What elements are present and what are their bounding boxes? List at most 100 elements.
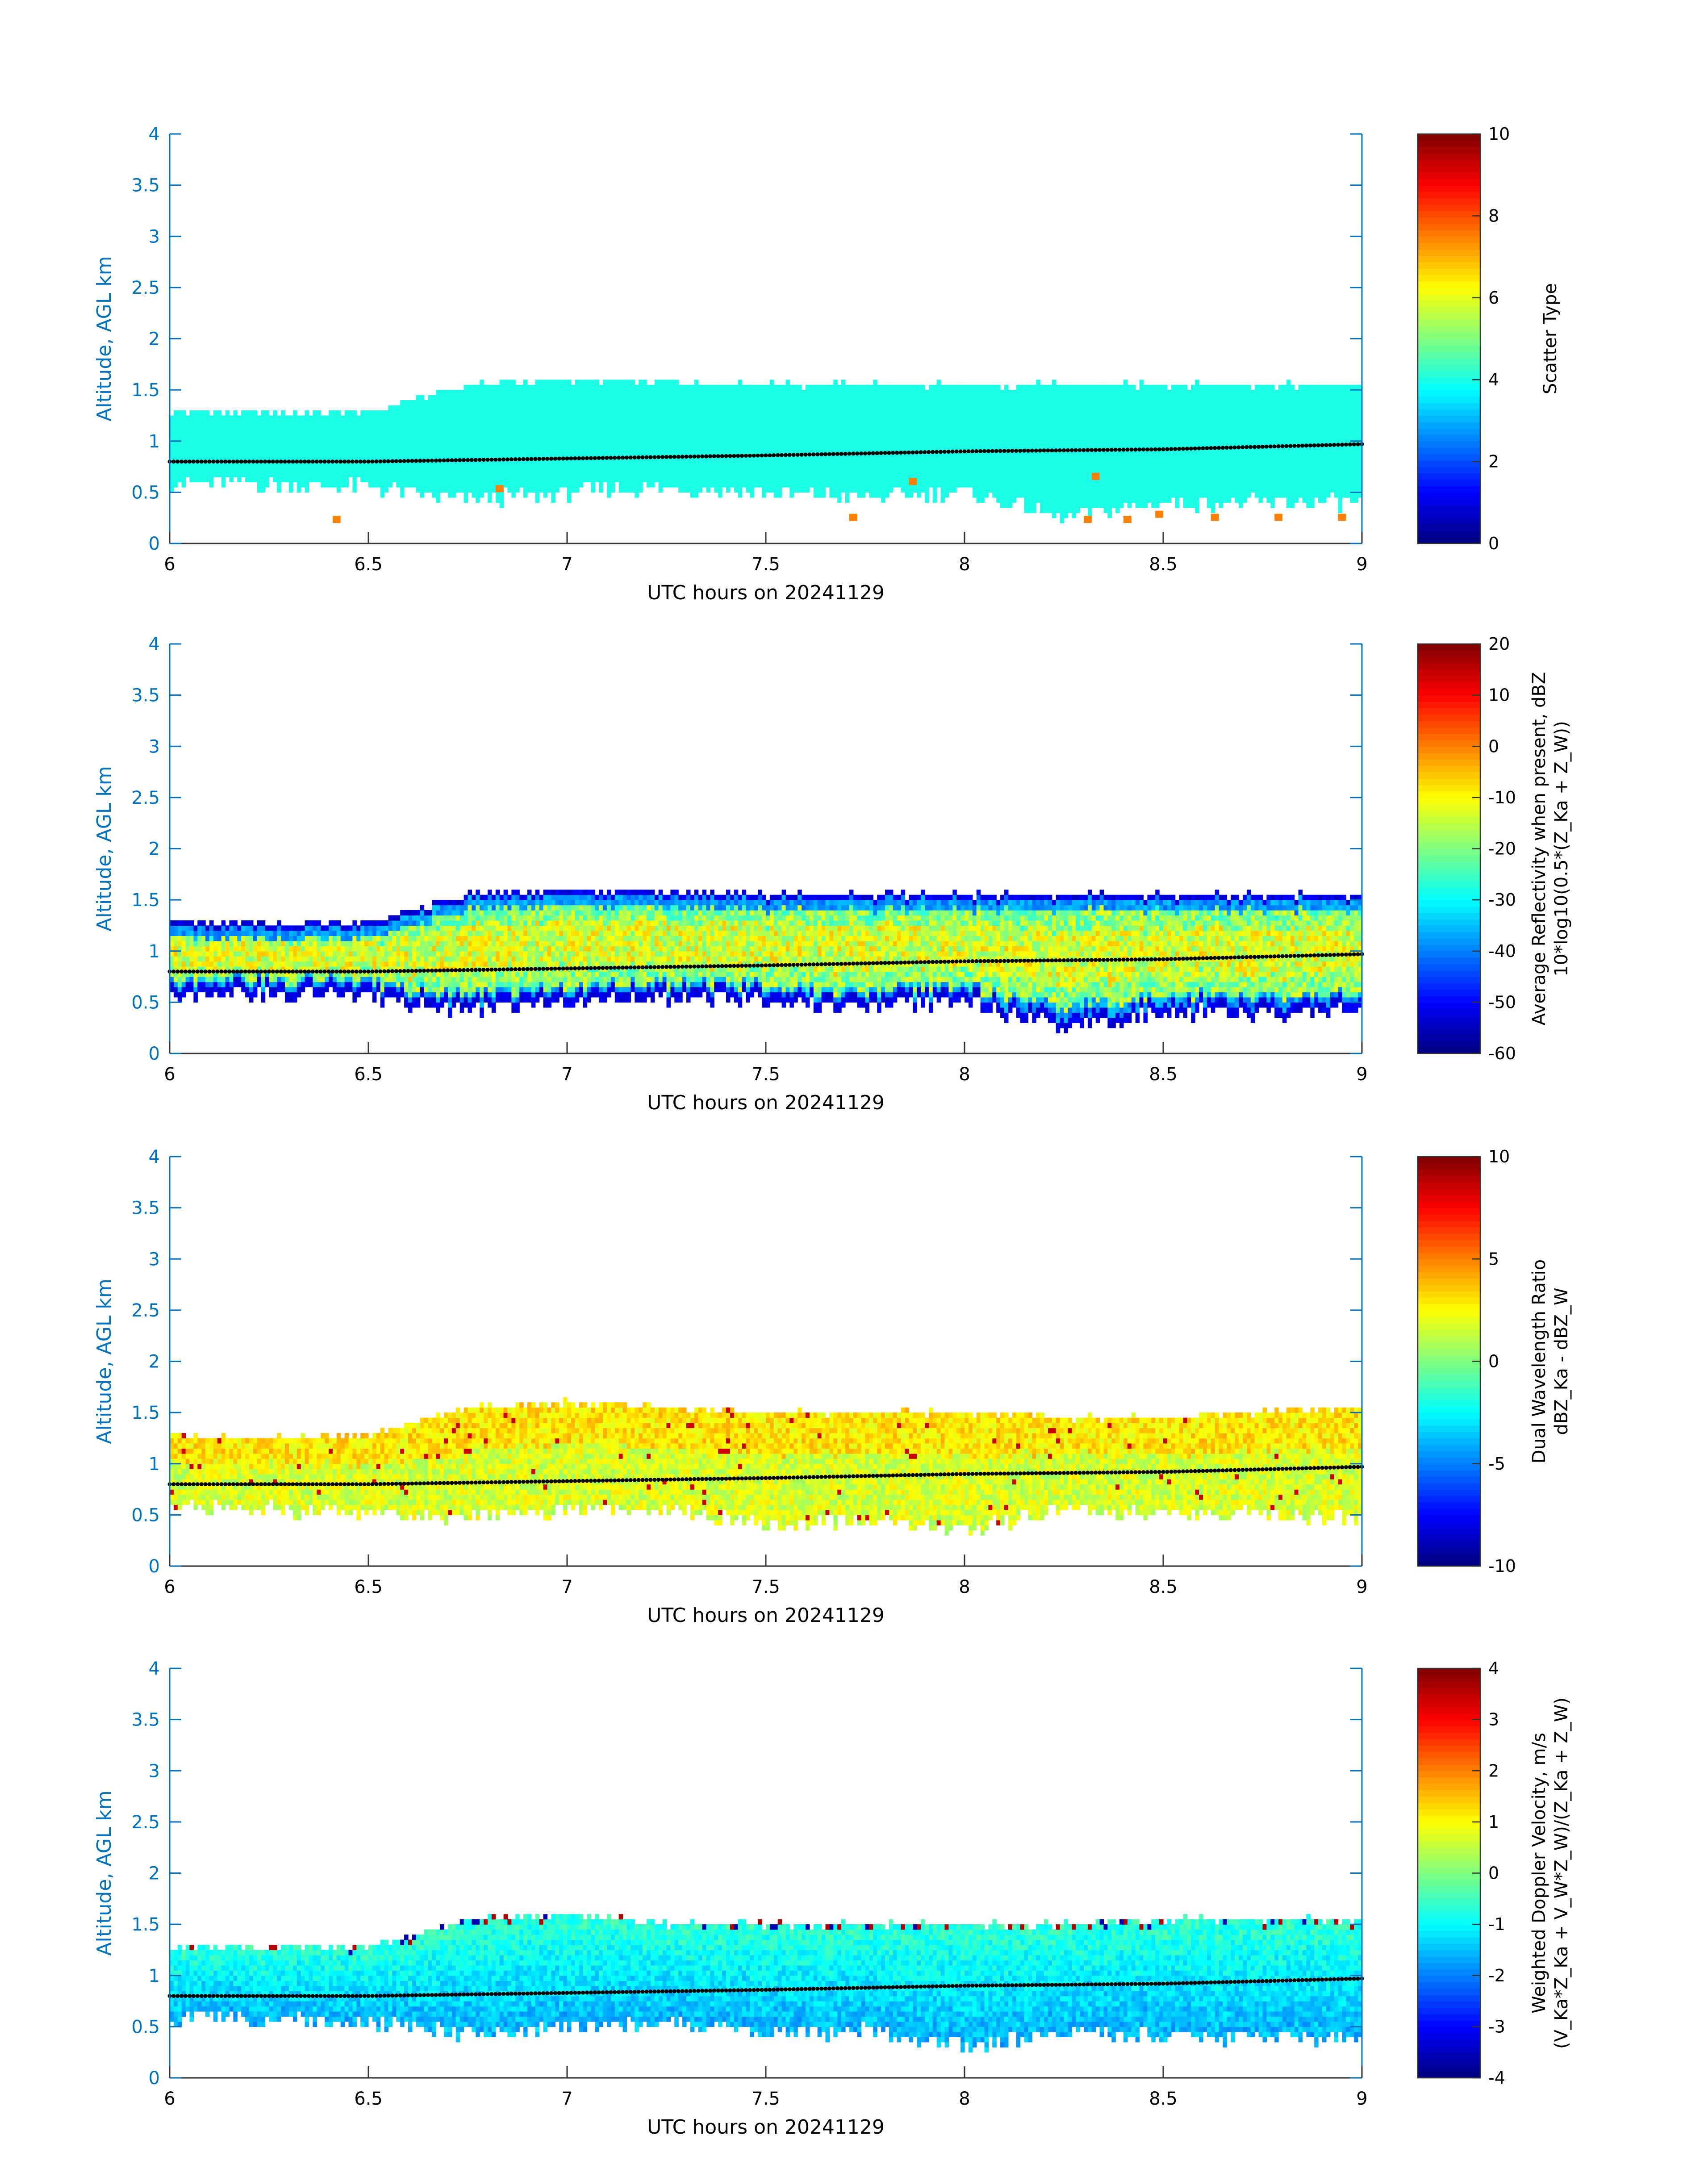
x-tick-label: 8 [959,2089,970,2109]
colorbar-tick-label: -60 [1488,1044,1516,1063]
sparse-point [496,485,504,492]
y-tick-label: 4 [149,124,160,145]
y-tick-label: 4 [149,634,160,655]
x-tick-label: 6.5 [354,1064,383,1085]
sparse-point [1274,514,1282,521]
y-tick-label: 2.5 [131,1812,160,1833]
x-tick-label: 6.5 [354,2089,383,2109]
x-tick-label: 8 [959,1064,970,1085]
colorbar: 0 2 4 6 8 10 Scatter Type [1418,124,1561,553]
x-tick-label: 9 [1356,1577,1367,1597]
y-tick-label: 0.5 [131,482,160,503]
colorbar-tick-label: -10 [1488,1556,1516,1576]
y-tick-label: 0 [149,1556,160,1577]
y-tick-label: 1 [149,1966,160,1986]
y-tick-label: 0 [149,2068,160,2089]
x-tick-label: 8.5 [1149,554,1178,575]
colorbar-tick-label: 10 [1488,1147,1510,1166]
y-tick-label: 1 [149,1454,160,1475]
x-tick-label: 8.5 [1149,2089,1178,2109]
y-axis-title: Altitude, AGL km [93,1790,116,1956]
y-tick-label: 3.5 [131,685,160,706]
y-tick-label: 3.5 [131,175,160,196]
x-tick-label: 7 [561,1577,572,1597]
colorbar-tick-label: 2 [1488,452,1499,472]
x-axis-title: UTC hours on 20241129 [647,1604,885,1627]
colorbar-title: Dual Wavelength Ratio [1529,1259,1549,1463]
colorbar-tick-label: -4 [1488,2068,1505,2088]
y-tick-label: 1.5 [131,1914,160,1935]
x-tick-label: 7 [561,2089,572,2109]
sparse-point [909,478,917,485]
y-tick-label: 0 [149,1044,160,1064]
y-tick-label: 0.5 [131,2017,160,2037]
y-axis-title: Altitude, AGL km [93,766,116,931]
y-tick-label: 3 [149,1249,160,1270]
x-tick-label: 8 [959,1577,970,1597]
x-tick-label: 9 [1356,1064,1367,1085]
y-tick-label: 2 [149,839,160,860]
y-tick-label: 3 [149,736,160,757]
colorbar-tick-label: 4 [1488,370,1499,389]
y-tick-label: 1.5 [131,380,160,401]
colorbar-tick-label: 3 [1488,1710,1499,1730]
colorbar-tick-label: 0 [1488,736,1499,756]
y-tick-label: 2 [149,1352,160,1372]
y-tick-label: 1.5 [131,890,160,911]
sparse-point [1211,514,1219,521]
sparse-point [849,514,857,521]
x-tick-label: 8.5 [1149,1577,1178,1597]
x-tick-label: 7.5 [752,2089,780,2109]
y-tick-label: 3 [149,226,160,247]
x-tick-label: 6.5 [354,554,383,575]
colorbar-tick-label: 0 [1488,1864,1499,1883]
sparse-point [1155,511,1163,518]
colorbar-tick-label: -3 [1488,2017,1505,2036]
y-tick-label: 3.5 [131,1710,160,1730]
colorbar-tick-label: 10 [1488,124,1510,144]
y-tick-label: 2 [149,1864,160,1884]
y-tick-label: 4 [149,1147,160,1167]
x-axis-title: UTC hours on 20241129 [647,1091,885,1114]
colorbar-tick-label: 1 [1488,1812,1499,1832]
y-axis-title: Altitude, AGL km [93,256,116,421]
sparse-point [1084,516,1092,523]
x-tick-label: 9 [1356,2089,1367,2109]
colorbar-title: Scatter Type [1540,283,1561,394]
x-axis-title: UTC hours on 20241129 [647,2116,885,2139]
colorbar-tick-label: -1 [1488,1914,1505,1934]
sparse-point [333,516,341,523]
y-tick-label: 1 [149,941,160,962]
colorbar-tick-label: -5 [1488,1454,1505,1474]
colorbar-tick-label: 0 [1488,534,1499,553]
x-tick-label: 7 [561,554,572,575]
colorbar-tick-label: 8 [1488,206,1499,226]
sparse-point [1338,514,1346,521]
x-tick-label: 7.5 [752,1064,780,1085]
sparse-point [1123,516,1132,523]
y-tick-label: 2 [149,329,160,350]
colorbar-tick-label: 5 [1488,1249,1499,1269]
y-tick-label: 1.5 [131,1403,160,1423]
colorbar-tick-label: -40 [1488,941,1516,961]
colorbar-tick-label: 6 [1488,288,1499,308]
x-tick-label: 8 [959,554,970,575]
y-tick-label: 2.5 [131,788,160,808]
colorbar-tick-label: -10 [1488,788,1516,807]
y-tick-label: 0.5 [131,992,160,1013]
colorbar-tick-label: 4 [1488,1659,1499,1678]
colorbar-tick-label: 10 [1488,685,1510,705]
data-cells [170,380,1362,523]
colorbar-title: Weighted Doppler Velocity, m/s [1529,1733,1549,2014]
colorbar-tick-label: -20 [1488,839,1516,859]
x-tick-label: 9 [1356,554,1367,575]
y-axis-title: Altitude, AGL km [93,1279,116,1444]
